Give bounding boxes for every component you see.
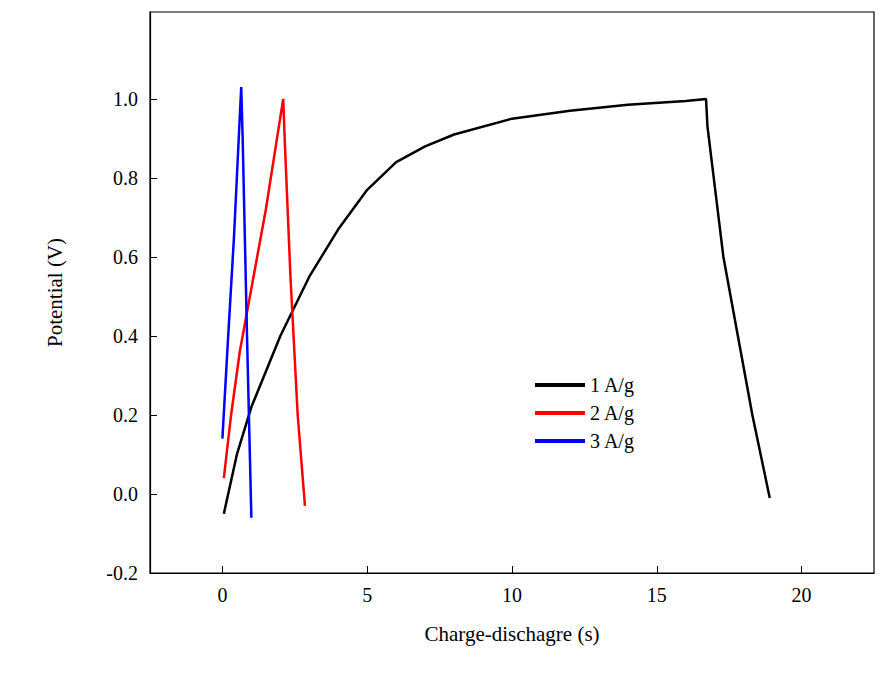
svg-text:0.8: 0.8: [113, 167, 138, 189]
svg-text:20: 20: [792, 584, 812, 606]
svg-text:2 A/g: 2 A/g: [590, 402, 634, 425]
svg-text:1 A/g: 1 A/g: [590, 374, 634, 397]
svg-text:0.4: 0.4: [113, 325, 138, 347]
svg-text:0: 0: [217, 584, 227, 606]
svg-text:3 A/g: 3 A/g: [590, 430, 634, 453]
svg-text:Potential (V): Potential (V): [43, 238, 67, 347]
svg-text:Charge-dischagre (s): Charge-dischagre (s): [424, 622, 599, 646]
svg-text:15: 15: [647, 584, 667, 606]
svg-text:0.0: 0.0: [113, 483, 138, 505]
svg-text:0.6: 0.6: [113, 246, 138, 268]
svg-text:1.0: 1.0: [113, 88, 138, 110]
svg-text:0.2: 0.2: [113, 404, 138, 426]
svg-text:10: 10: [502, 584, 522, 606]
svg-text:-0.2: -0.2: [106, 562, 138, 584]
svg-text:5: 5: [362, 584, 372, 606]
